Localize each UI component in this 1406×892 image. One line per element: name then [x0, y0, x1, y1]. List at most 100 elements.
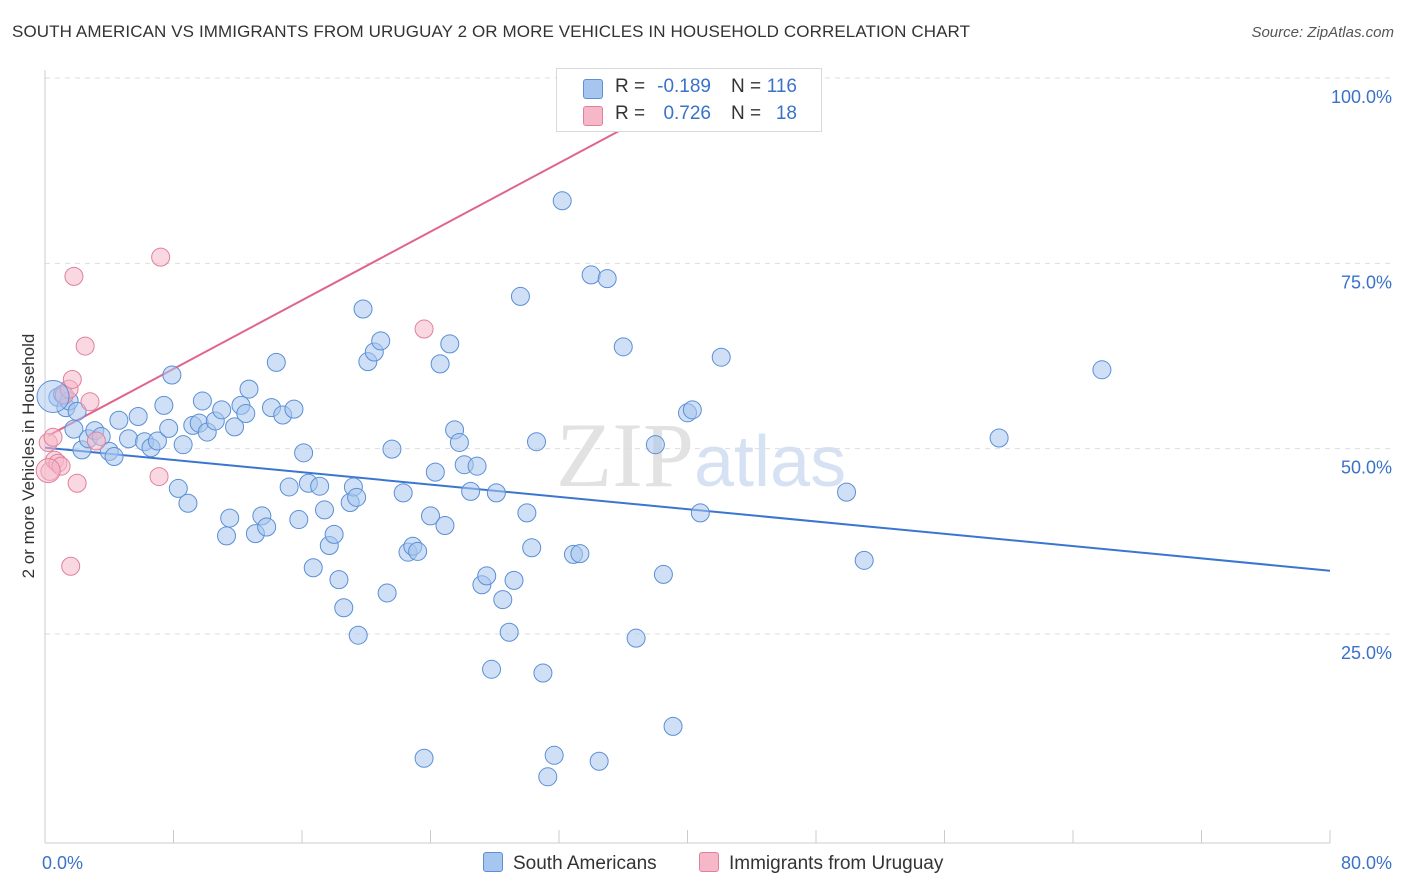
legend-n-value: 18	[775, 103, 797, 124]
south-american-point	[435, 515, 455, 535]
tick-labels: 25.0% 50.0% 75.0% 100.0% 0.0% 80.0%	[42, 87, 1392, 873]
south-american-point	[486, 483, 506, 503]
legend-label: Immigrants from Uruguay	[729, 853, 944, 874]
trend-line-south-americans	[44, 446, 1331, 572]
south-american-point	[178, 493, 198, 513]
south-american-point	[682, 400, 702, 420]
south-american-point	[192, 391, 212, 411]
south-american-point	[67, 401, 87, 421]
legend-swatch-pink	[583, 106, 603, 126]
source-label: Source: ZipAtlas.com	[1251, 24, 1394, 41]
y-axis-label: 2 or more Vehicles in Household	[19, 334, 38, 579]
south-american-point	[430, 354, 450, 374]
south-american-point	[348, 625, 368, 645]
y-tick-label: 75.0%	[1341, 272, 1392, 292]
uruguay-point	[62, 369, 82, 389]
south-american-point	[425, 462, 445, 482]
south-american-point	[510, 286, 530, 306]
south-american-point	[236, 404, 256, 424]
legend-swatch-pink	[699, 852, 719, 872]
x-tick-label: 0.0%	[42, 853, 83, 873]
y-tick-label: 100.0%	[1331, 87, 1392, 107]
south-american-point	[408, 541, 428, 561]
south-american-point	[597, 269, 617, 289]
legend-n-value: 116	[766, 76, 797, 97]
south-american-point	[589, 751, 609, 771]
south-american-point	[581, 265, 601, 285]
south-american-point	[353, 299, 373, 319]
south-american-point	[989, 428, 1009, 448]
chart-title: SOUTH AMERICAN VS IMMIGRANTS FROM URUGUA…	[12, 22, 971, 41]
south-american-point	[334, 598, 354, 618]
south-american-point	[225, 417, 245, 437]
legend-item-uruguay[interactable]: Immigrants from Uruguay	[699, 852, 943, 875]
legend-row-uruguay: R = 0.726 N = 18	[557, 100, 821, 128]
trend-line-uruguay	[47, 96, 684, 437]
south-american-point	[613, 337, 633, 357]
uruguay-point	[61, 556, 81, 576]
south-american-point	[347, 487, 367, 507]
south-american-point	[544, 745, 564, 765]
south-american-point	[220, 508, 240, 528]
south-american-point	[147, 431, 167, 451]
uruguay-point	[75, 336, 95, 356]
axes	[44, 70, 1331, 844]
south-american-point	[461, 481, 481, 501]
south-american-point	[266, 352, 286, 372]
south-american-point	[499, 622, 519, 642]
south-american-point	[837, 482, 857, 502]
legend-r-label: R =	[615, 103, 646, 124]
south-american-point	[482, 659, 502, 679]
south-american-point	[212, 400, 232, 420]
south-american-point	[279, 477, 299, 497]
south-american-point	[294, 443, 314, 463]
south-american-point	[527, 432, 547, 452]
south-american-point	[377, 583, 397, 603]
south-american-point	[382, 439, 402, 459]
south-american-point	[517, 503, 537, 523]
south-american-point	[159, 418, 179, 438]
south-american-point	[663, 716, 683, 736]
south-american-point	[36, 379, 70, 413]
south-american-point	[239, 379, 259, 399]
y-tick-label: 50.0%	[1341, 458, 1392, 478]
south-american-point	[162, 365, 182, 385]
data-points	[35, 191, 1112, 787]
legend-label: South Americans	[513, 853, 657, 874]
south-american-point	[538, 767, 558, 787]
south-american-point	[570, 544, 590, 564]
legend-swatch-blue	[583, 79, 603, 99]
south-american-point	[493, 590, 513, 610]
uruguay-point	[80, 392, 100, 412]
south-american-point	[257, 517, 277, 537]
south-american-point	[217, 526, 237, 546]
y-tick-label: 25.0%	[1341, 643, 1392, 663]
south-american-point	[284, 399, 304, 419]
correlation-legend: R = -0.189 N = 116 R = 0.726 N = 18	[556, 68, 822, 132]
south-american-point	[522, 538, 542, 558]
trend-lines	[44, 96, 1331, 572]
legend-n-label: N =	[731, 103, 762, 124]
south-american-point	[324, 524, 344, 544]
uruguay-point	[67, 473, 87, 493]
legend-r-label: R =	[615, 76, 646, 97]
uruguay-point	[43, 427, 63, 447]
south-american-point	[449, 432, 469, 452]
south-american-point	[854, 550, 874, 570]
south-american-point	[533, 663, 553, 683]
south-american-point	[1092, 360, 1112, 380]
uruguay-point	[35, 458, 61, 484]
south-american-point	[128, 407, 148, 427]
south-american-point	[310, 476, 330, 496]
south-american-point	[289, 510, 309, 530]
south-american-point	[393, 483, 413, 503]
south-american-point	[168, 478, 188, 498]
south-american-point	[711, 347, 731, 367]
legend-r-value: -0.189	[657, 76, 711, 97]
legend-item-south-americans[interactable]: South Americans	[483, 852, 657, 875]
uruguay-point	[149, 467, 169, 487]
south-american-point	[626, 628, 646, 648]
south-american-point	[477, 566, 497, 586]
watermark-atlas: atlas	[694, 422, 847, 502]
